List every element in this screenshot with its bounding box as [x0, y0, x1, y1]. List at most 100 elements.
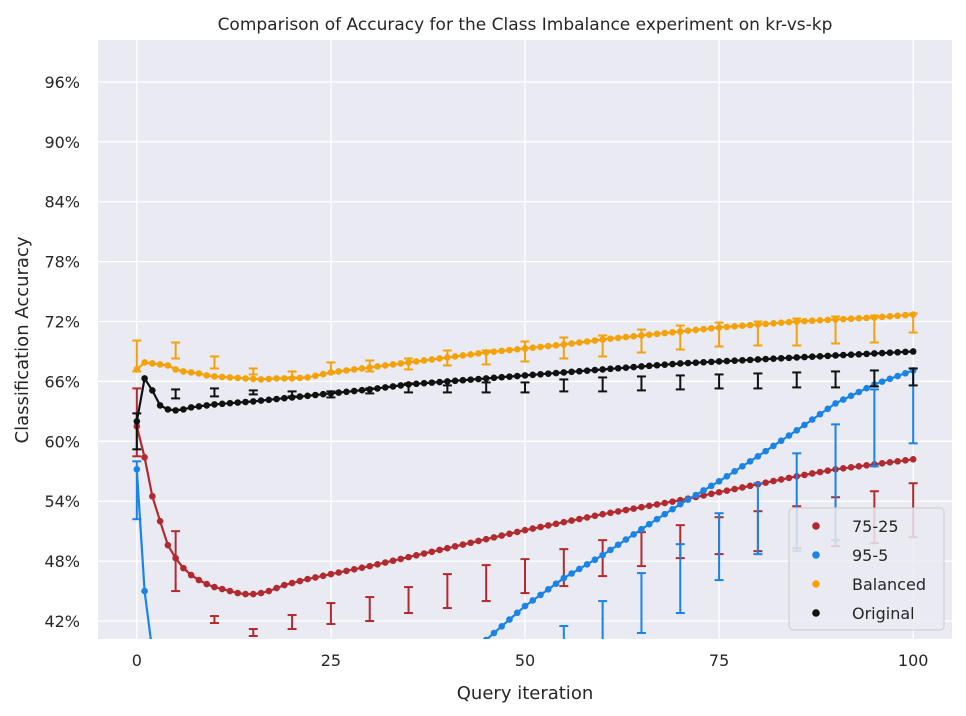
- x-tick-label: 25: [321, 651, 341, 670]
- point-original: [808, 353, 816, 360]
- point-95-5: [855, 388, 863, 396]
- point-95-5: [234, 652, 241, 659]
- legend: 75-25 95-5 Balanced Original: [788, 507, 945, 631]
- point-95-5: [715, 477, 723, 485]
- point-95-5: [203, 650, 210, 657]
- y-tick-labels: 42% 48% 54% 60% 66% 72% 78% 84% 90% 96%: [44, 73, 80, 631]
- point-75-25: [537, 523, 544, 531]
- point-balanced: [692, 326, 700, 334]
- point-75-25: [576, 515, 583, 523]
- point-original: [630, 363, 637, 371]
- point-balanced: [537, 343, 544, 351]
- point-95-5: [808, 416, 816, 423]
- point-75-25: [436, 546, 443, 554]
- series-layer: [132, 311, 918, 667]
- point-75-25: [249, 590, 257, 598]
- point-balanced: [459, 352, 467, 359]
- point-95-5: [731, 467, 738, 475]
- point-balanced: [902, 311, 909, 319]
- legend-marker-original: [812, 609, 820, 617]
- point-95-5: [273, 654, 280, 661]
- point-original: [133, 418, 141, 425]
- point-original: [622, 364, 630, 371]
- point-75-25: [661, 499, 669, 507]
- point-75-25: [645, 502, 653, 510]
- point-75-25: [257, 589, 265, 597]
- point-75-25: [374, 561, 381, 568]
- point-original: [840, 351, 847, 359]
- point-balanced: [708, 325, 715, 332]
- point-balanced: [614, 334, 622, 342]
- point-balanced: [164, 362, 172, 369]
- point-75-25: [482, 535, 490, 543]
- point-original: [234, 399, 242, 406]
- point-original: [754, 356, 762, 363]
- point-original: [265, 396, 273, 404]
- point-balanced: [824, 316, 832, 324]
- point-95-5: [607, 546, 614, 554]
- point-75-25: [428, 548, 436, 556]
- point-balanced: [731, 323, 738, 330]
- point-75-25: [762, 479, 769, 486]
- point-balanced: [149, 360, 156, 367]
- point-75-25: [141, 454, 148, 461]
- point-95-5: [304, 656, 311, 663]
- point-original: [467, 376, 474, 383]
- point-75-25: [708, 490, 715, 498]
- point-75-25: [638, 503, 645, 511]
- point-original: [715, 358, 723, 365]
- point-95-5: [576, 565, 583, 573]
- point-95-5: [669, 505, 676, 513]
- point-original: [669, 360, 676, 368]
- point-original: [521, 372, 529, 379]
- point-75-25: [381, 559, 389, 566]
- point-95-5: [397, 660, 404, 667]
- point-original: [645, 362, 653, 370]
- point-75-25: [335, 569, 342, 576]
- point-original: [583, 367, 591, 374]
- point-balanced: [265, 375, 273, 383]
- point-original: [777, 354, 785, 362]
- legend-marker-95-5: [812, 551, 820, 559]
- point-original: [824, 352, 832, 360]
- point-75-25: [855, 462, 863, 470]
- point-75-25: [785, 474, 793, 482]
- point-balanced: [366, 364, 374, 371]
- point-95-5: [165, 648, 172, 655]
- y-tick-label: 54%: [44, 492, 80, 511]
- point-95-5: [878, 378, 886, 385]
- point-75-25: [180, 564, 187, 572]
- y-tick-label: 60%: [44, 432, 80, 451]
- point-original: [785, 354, 793, 362]
- point-balanced: [358, 365, 366, 372]
- point-original: [203, 402, 210, 409]
- point-95-5: [863, 384, 870, 392]
- point-balanced: [909, 311, 917, 318]
- point-75-25: [669, 498, 676, 505]
- point-original: [335, 389, 342, 396]
- point-original: [242, 398, 249, 406]
- point-original: [350, 387, 358, 395]
- x-tick-label: 50: [515, 651, 535, 670]
- point-75-25: [343, 567, 350, 575]
- point-balanced: [335, 368, 342, 375]
- y-tick-label: 48%: [44, 552, 80, 571]
- point-95-5: [219, 651, 226, 658]
- point-original: [397, 382, 405, 389]
- point-75-25: [801, 471, 808, 479]
- point-95-5: [762, 447, 769, 455]
- point-original: [762, 355, 769, 363]
- point-original: [249, 398, 257, 405]
- point-balanced: [327, 369, 335, 376]
- point-balanced: [544, 342, 552, 350]
- point-balanced: [785, 318, 793, 326]
- point-balanced: [676, 328, 684, 335]
- point-original: [226, 399, 234, 407]
- point-95-5: [513, 609, 521, 617]
- point-balanced: [801, 317, 808, 325]
- point-balanced: [529, 344, 537, 351]
- point-balanced: [257, 376, 265, 383]
- point-75-25: [746, 482, 754, 490]
- point-75-25: [327, 570, 335, 578]
